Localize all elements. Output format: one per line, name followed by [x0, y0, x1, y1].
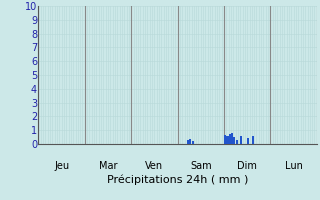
Text: Sam: Sam [190, 161, 212, 171]
Bar [189, 139, 191, 144]
Bar [233, 137, 236, 144]
Bar [224, 135, 226, 144]
Text: Précipitations 24h ( mm ): Précipitations 24h ( mm ) [107, 174, 248, 185]
Bar [192, 141, 194, 144]
Bar [247, 138, 249, 144]
Text: Mar: Mar [99, 161, 117, 171]
Text: Ven: Ven [145, 161, 164, 171]
Bar [240, 136, 243, 144]
Text: Jeu: Jeu [54, 161, 69, 171]
Text: Lun: Lun [285, 161, 302, 171]
Bar [227, 136, 228, 144]
Bar [236, 140, 238, 144]
Bar [231, 133, 233, 144]
Bar [252, 136, 254, 144]
Bar [187, 140, 189, 144]
Bar [229, 134, 231, 144]
Text: Dim: Dim [237, 161, 257, 171]
